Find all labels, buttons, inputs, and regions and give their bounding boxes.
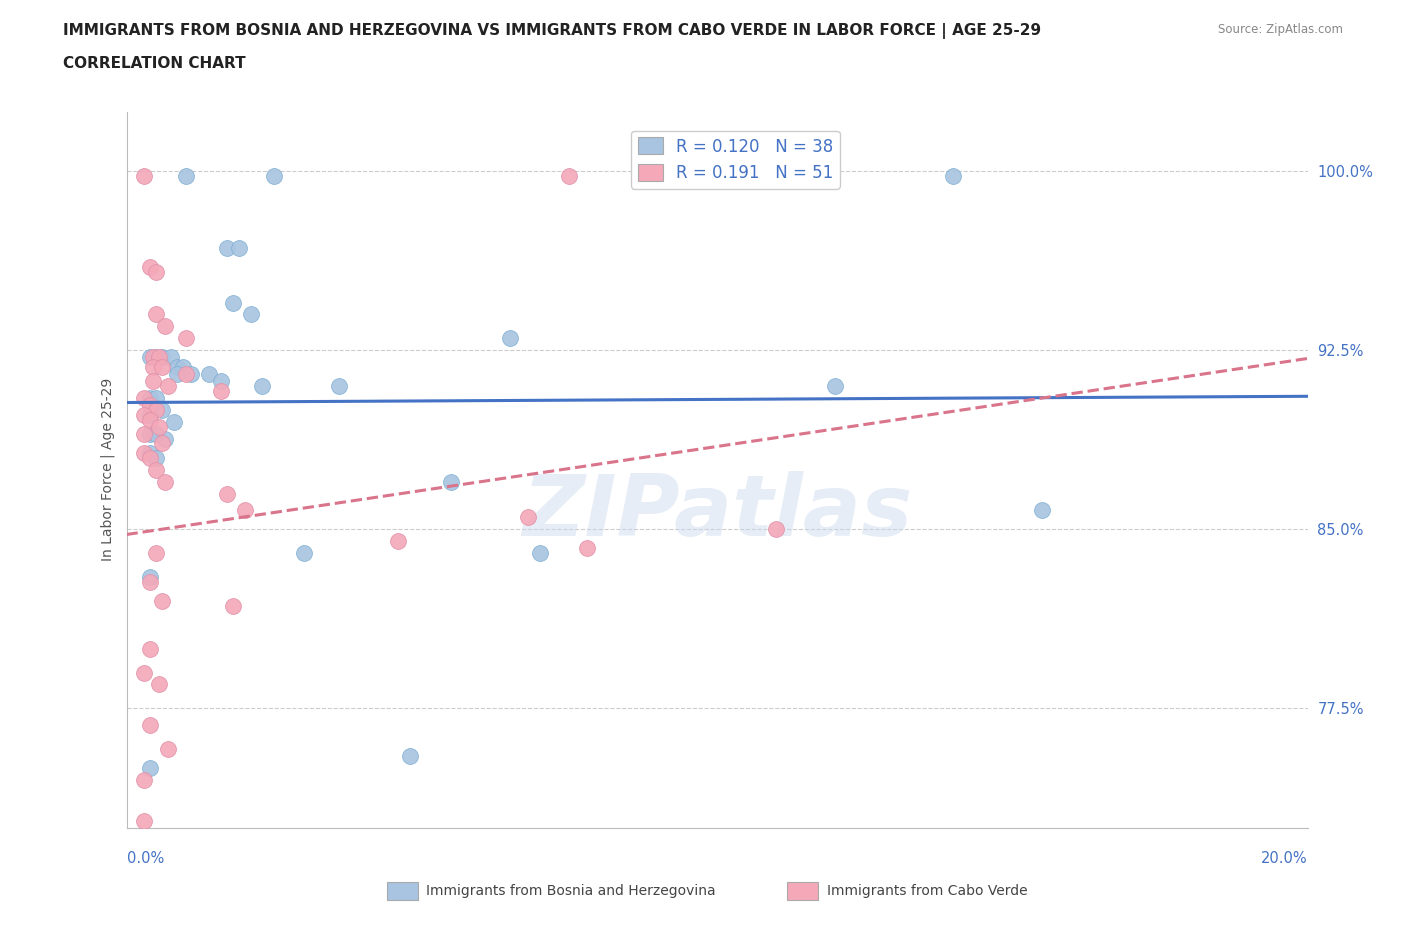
- Legend: R = 0.120   N = 38, R = 0.191   N = 51: R = 0.120 N = 38, R = 0.191 N = 51: [631, 131, 839, 189]
- Point: [145, 307, 167, 322]
- Point: [142, 360, 165, 375]
- Point: [252, 379, 274, 393]
- Point: [824, 379, 846, 393]
- Point: [145, 350, 167, 365]
- Point: [150, 593, 173, 608]
- Point: [139, 445, 162, 460]
- Point: [139, 641, 162, 656]
- Point: [153, 319, 176, 334]
- Point: [139, 259, 162, 274]
- Text: ZIPatlas: ZIPatlas: [522, 472, 912, 554]
- Point: [139, 350, 162, 365]
- Point: [172, 360, 194, 375]
- Point: [174, 366, 197, 381]
- Point: [139, 761, 162, 776]
- Point: [145, 546, 167, 561]
- Point: [139, 391, 162, 405]
- Point: [239, 307, 262, 322]
- Point: [1031, 503, 1053, 518]
- Point: [139, 412, 162, 427]
- Point: [576, 541, 599, 556]
- Point: [222, 598, 245, 613]
- Point: [193, 880, 215, 895]
- Point: [174, 168, 197, 183]
- Text: 0.0%: 0.0%: [127, 851, 163, 866]
- Point: [145, 403, 167, 418]
- Point: [328, 379, 350, 393]
- Point: [215, 486, 238, 501]
- Point: [517, 510, 540, 525]
- Point: [134, 391, 156, 405]
- Point: [145, 264, 167, 279]
- Point: [134, 426, 156, 441]
- Point: [145, 426, 167, 441]
- Point: [529, 546, 551, 561]
- Text: Immigrants from Cabo Verde: Immigrants from Cabo Verde: [827, 884, 1028, 898]
- Point: [139, 851, 162, 866]
- Point: [134, 445, 156, 460]
- Point: [228, 240, 250, 255]
- Point: [166, 366, 188, 381]
- Point: [166, 360, 188, 375]
- Point: [222, 295, 245, 310]
- Text: Immigrants from Bosnia and Herzegovina: Immigrants from Bosnia and Herzegovina: [426, 884, 716, 898]
- Point: [233, 503, 256, 518]
- Point: [499, 331, 522, 346]
- Point: [153, 474, 176, 489]
- Text: CORRELATION CHART: CORRELATION CHART: [63, 56, 246, 71]
- Point: [159, 350, 183, 365]
- Point: [139, 426, 162, 441]
- Point: [765, 522, 787, 537]
- Point: [209, 374, 232, 389]
- Point: [150, 436, 173, 451]
- Point: [139, 569, 162, 584]
- Point: [134, 665, 156, 680]
- Point: [134, 813, 156, 828]
- Point: [148, 677, 170, 692]
- Point: [174, 331, 197, 346]
- Point: [134, 168, 156, 183]
- Point: [148, 419, 170, 434]
- Point: [139, 923, 162, 930]
- Text: Source: ZipAtlas.com: Source: ZipAtlas.com: [1218, 23, 1343, 36]
- Text: IMMIGRANTS FROM BOSNIA AND HERZEGOVINA VS IMMIGRANTS FROM CABO VERDE IN LABOR FO: IMMIGRANTS FROM BOSNIA AND HERZEGOVINA V…: [63, 23, 1042, 39]
- Point: [440, 474, 463, 489]
- Point: [139, 398, 162, 413]
- Point: [142, 374, 165, 389]
- Point: [209, 383, 232, 398]
- Point: [215, 240, 238, 255]
- Point: [145, 899, 167, 914]
- Point: [387, 534, 409, 549]
- Point: [292, 546, 315, 561]
- Point: [145, 450, 167, 465]
- Point: [150, 350, 173, 365]
- Point: [150, 403, 173, 418]
- Point: [263, 168, 285, 183]
- Point: [139, 575, 162, 590]
- Point: [150, 360, 173, 375]
- Point: [180, 366, 202, 381]
- Point: [139, 407, 162, 422]
- Point: [134, 773, 156, 788]
- Point: [139, 718, 162, 733]
- Point: [399, 749, 422, 764]
- Point: [942, 168, 965, 183]
- Point: [198, 366, 221, 381]
- Point: [153, 432, 176, 446]
- Point: [558, 168, 581, 183]
- Point: [148, 350, 170, 365]
- Point: [156, 741, 179, 756]
- Point: [139, 450, 162, 465]
- Y-axis label: In Labor Force | Age 25-29: In Labor Force | Age 25-29: [101, 378, 115, 562]
- Point: [145, 391, 167, 405]
- Point: [156, 379, 179, 393]
- Point: [163, 415, 186, 430]
- Text: 20.0%: 20.0%: [1261, 851, 1308, 866]
- Point: [142, 350, 165, 365]
- Point: [145, 462, 167, 477]
- Point: [134, 407, 156, 422]
